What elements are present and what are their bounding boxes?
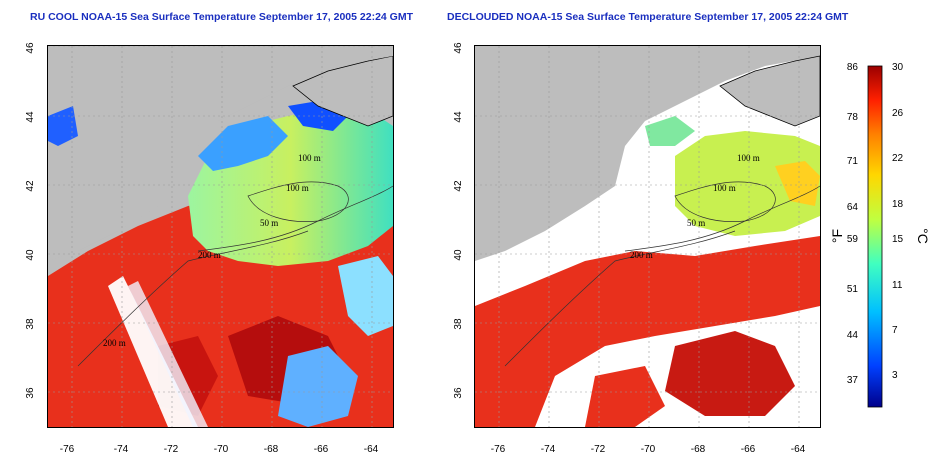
celsius-tick: 26 [892, 108, 904, 119]
fahrenheit-tick: 71 [847, 156, 859, 167]
celsius-tick: 30 [892, 62, 904, 73]
fahrenheit-tick: 78 [847, 112, 859, 123]
lon-tick: -72 [164, 444, 179, 455]
celsius-tick: 15 [892, 234, 904, 245]
fahrenheit-tick: 37 [847, 375, 859, 386]
isobath-contour-2 [504, 230, 736, 367]
shelf-water-3 [775, 161, 820, 206]
celsius-tick: 7 [892, 325, 898, 336]
isobath-contour-2 [77, 230, 309, 367]
cloud-streak [108, 276, 198, 427]
contour-label-200m: 200 m [630, 250, 653, 260]
gulf-cool [198, 116, 288, 171]
graticule [48, 46, 393, 427]
right-sst-map[interactable]: 100 m 100 m 50 m 200 m [474, 45, 821, 428]
contour-label-50m: 50 m [260, 218, 278, 228]
contour-label-200m-2: 200 m [103, 338, 126, 348]
shelf-water [675, 131, 820, 236]
lon-tick: -64 [364, 444, 379, 455]
fahrenheit-tick: 86 [847, 62, 859, 73]
left-map-canvas: 100 m 100 m 50 m 200 m 200 m [48, 46, 393, 427]
fahrenheit-tick: 59 [847, 234, 859, 245]
coastal-cool-patch [48, 106, 78, 146]
shelf-water-2 [645, 116, 695, 146]
lat-tick: 40 [25, 249, 36, 261]
lat-tick: 42 [453, 180, 464, 192]
lat-tick: 36 [453, 387, 464, 399]
lon-tick: -70 [641, 444, 656, 455]
isobath-contour-3 [247, 181, 349, 222]
contour-label-100m-2: 100 m [286, 183, 309, 193]
lat-tick: 44 [25, 111, 36, 123]
celsius-tick: 22 [892, 153, 904, 164]
lon-tick: -72 [591, 444, 606, 455]
lat-tick: 40 [453, 249, 464, 261]
contour-label-100m: 100 m [298, 153, 321, 163]
celsius-tick: 11 [892, 280, 903, 291]
land-area [475, 46, 820, 261]
lon-tick: -76 [491, 444, 506, 455]
left-axes: -76 -74 -72 -70 -68 -66 -64 46 44 42 40 … [25, 42, 379, 455]
lon-tick: -66 [741, 444, 756, 455]
lon-tick: -68 [691, 444, 706, 455]
celsius-unit-label: °C [915, 228, 931, 244]
celsius-tick: 18 [892, 199, 904, 210]
lon-tick: -68 [264, 444, 279, 455]
graticule [475, 46, 820, 427]
isobath-contour-3 [674, 181, 776, 222]
nova-scotia-land [292, 55, 393, 127]
right-map-canvas: 100 m 100 m 50 m 200 m [475, 46, 820, 427]
lon-tick: -74 [114, 444, 129, 455]
warm-south [585, 366, 665, 427]
lat-tick: 46 [25, 42, 36, 54]
lat-tick: 44 [453, 111, 464, 123]
cloud-patch-se [278, 346, 358, 427]
lat-tick: 36 [25, 387, 36, 399]
contour-label-100m-2: 100 m [713, 183, 736, 193]
contour-label-200m: 200 m [198, 250, 221, 260]
contour-label-50m: 50 m [687, 218, 705, 228]
lon-tick: -74 [541, 444, 556, 455]
celsius-tick: 3 [892, 370, 898, 381]
cloud-streak-2 [128, 281, 208, 427]
new-england-land [48, 46, 393, 261]
cloud-patch-e [338, 256, 393, 336]
fahrenheit-tick: 64 [847, 202, 859, 213]
lon-tick: -64 [791, 444, 806, 455]
fahrenheit-unit-label: °F [829, 229, 845, 243]
lat-tick: 42 [25, 180, 36, 192]
warm-se [665, 331, 795, 416]
colorbar [867, 65, 883, 408]
warm-ocean [475, 236, 820, 427]
lat-tick: 46 [453, 42, 464, 54]
lon-tick: -76 [60, 444, 75, 455]
fahrenheit-tick: 44 [847, 330, 859, 341]
lon-tick: -70 [214, 444, 229, 455]
right-map-title: DECLOUDED NOAA-15 Sea Surface Temperatur… [447, 11, 849, 23]
lat-tick: 38 [453, 318, 464, 330]
left-map-title: RU COOL NOAA-15 Sea Surface Temperature … [30, 11, 414, 23]
lat-tick: 38 [25, 318, 36, 330]
left-sst-map[interactable]: 100 m 100 m 50 m 200 m 200 m [47, 45, 394, 428]
lon-tick: -66 [314, 444, 329, 455]
contour-label-100m: 100 m [737, 153, 760, 163]
nova-scotia-land [719, 55, 820, 127]
fahrenheit-tick: 51 [847, 284, 859, 295]
